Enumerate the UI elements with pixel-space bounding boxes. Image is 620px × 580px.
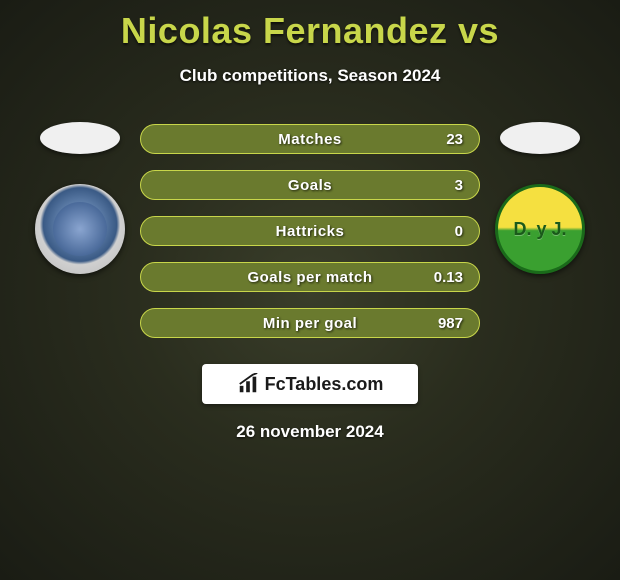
stat-bar: Goals per match 0.13 xyxy=(140,262,480,292)
brand-badge: FcTables.com xyxy=(202,364,418,404)
stat-bar: Hattricks 0 xyxy=(140,216,480,246)
stat-label: Hattricks xyxy=(276,223,345,240)
left-side xyxy=(30,110,130,274)
stat-label: Goals per match xyxy=(247,269,372,286)
stat-label: Matches xyxy=(278,131,342,148)
stat-value: 0 xyxy=(455,223,463,240)
date-text: 26 november 2024 xyxy=(0,422,620,442)
left-club-crest-icon xyxy=(35,184,125,274)
crest-text: D. y J. xyxy=(513,219,566,240)
stat-label: Goals xyxy=(288,177,332,194)
stat-value: 3 xyxy=(455,177,463,194)
stat-value: 987 xyxy=(438,315,463,332)
right-side: D. y J. xyxy=(490,110,590,274)
stat-bars: Matches 23 Goals 3 Hattricks 0 Goals per… xyxy=(140,110,480,338)
right-flag-icon xyxy=(500,122,580,154)
stat-value: 0.13 xyxy=(434,269,463,286)
page-title: Nicolas Fernandez vs xyxy=(0,0,620,52)
brand-text: FcTables.com xyxy=(265,374,384,395)
left-flag-icon xyxy=(40,122,120,154)
bar-chart-icon xyxy=(237,373,259,395)
stat-bar: Min per goal 987 xyxy=(140,308,480,338)
comparison-panel: Matches 23 Goals 3 Hattricks 0 Goals per… xyxy=(0,110,620,338)
stat-bar: Matches 23 xyxy=(140,124,480,154)
stat-label: Min per goal xyxy=(263,315,357,332)
stat-value: 23 xyxy=(446,131,463,148)
right-club-crest-icon: D. y J. xyxy=(495,184,585,274)
page-subtitle: Club competitions, Season 2024 xyxy=(0,66,620,86)
stat-bar: Goals 3 xyxy=(140,170,480,200)
